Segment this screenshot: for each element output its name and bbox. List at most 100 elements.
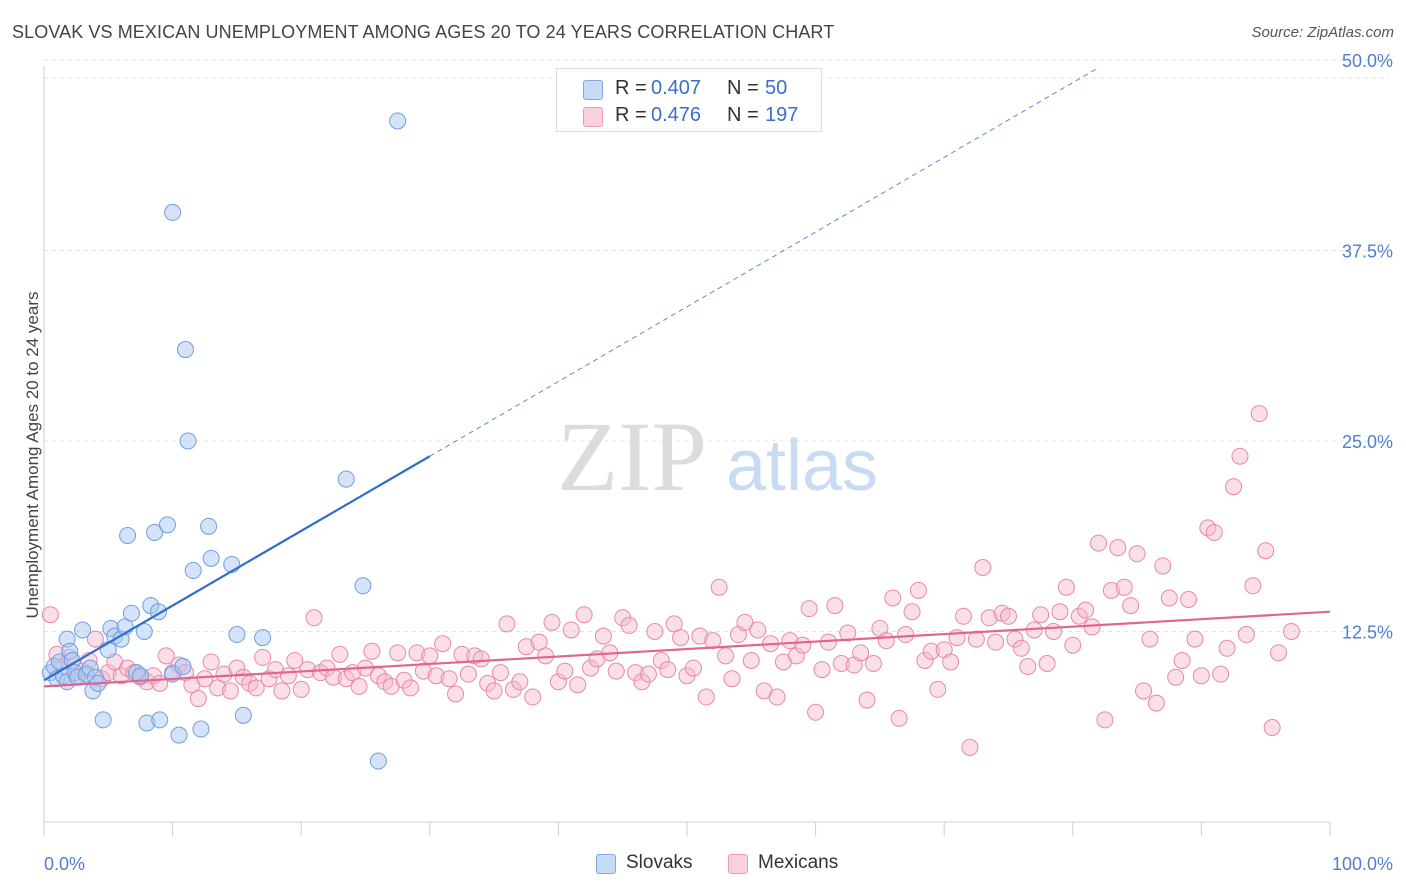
- slovak-point: [369, 752, 387, 770]
- mexican-point: [273, 682, 291, 700]
- mexican-point: [1173, 651, 1191, 669]
- slovak-point: [151, 711, 169, 729]
- mexican-point: [575, 606, 593, 624]
- mexican-point: [209, 679, 227, 697]
- mexican-point: [903, 603, 921, 621]
- slovak-point: [176, 341, 194, 359]
- slovak-swatch: [583, 80, 603, 100]
- mexican-point: [1064, 636, 1082, 654]
- mexican-point: [929, 680, 947, 698]
- mexican-point: [286, 651, 304, 669]
- slovak-legend-swatch: [596, 854, 616, 874]
- mexican-point: [1115, 578, 1133, 596]
- y-tick-label: 12.5%: [1342, 623, 1393, 643]
- mexican-point: [807, 703, 825, 721]
- mexican-point: [594, 627, 612, 645]
- legend-label-mexicans: Mexicans: [758, 852, 839, 873]
- mexican-point: [1096, 711, 1114, 729]
- mexican-point: [402, 679, 420, 697]
- mexican-point: [781, 632, 799, 650]
- mexican-point: [1237, 626, 1255, 644]
- mexican-point: [221, 682, 239, 700]
- mexican-point: [607, 662, 625, 680]
- slovak-point: [184, 562, 202, 580]
- mexican-point: [1180, 590, 1198, 608]
- mexican-point: [472, 650, 490, 668]
- mexican-point: [337, 670, 355, 688]
- legend-item-slovaks: Slovaks: [596, 852, 706, 876]
- watermark: ZIP atlas: [557, 401, 878, 512]
- mexican-point: [421, 647, 439, 665]
- gridlines: [44, 59, 1390, 632]
- legend-row-slovaks: R = 0.407 N = 50: [557, 75, 821, 103]
- r-label: R =: [615, 104, 647, 126]
- mexican-point: [768, 688, 786, 706]
- mexican-point: [234, 668, 252, 686]
- mexican-point: [1212, 665, 1230, 683]
- mexican-point: [980, 609, 998, 627]
- tick-labels: 12.5% 25.0% 37.5% 50.0% 0.0% 100.0%: [44, 51, 1393, 874]
- mexican-point: [543, 613, 561, 631]
- n-value: 197: [765, 104, 799, 126]
- mexican-point: [897, 626, 915, 644]
- r-value: 0.476: [651, 104, 702, 126]
- mexican-points: [41, 405, 1300, 756]
- y-tick-label: 25.0%: [1342, 432, 1393, 452]
- mexican-point: [389, 644, 407, 662]
- mexican-point: [974, 558, 992, 576]
- mexican-point: [787, 647, 805, 665]
- mexican-point: [562, 621, 580, 639]
- slovak-point: [228, 626, 246, 644]
- mexican-point: [794, 636, 812, 654]
- mexican-point: [1109, 539, 1127, 557]
- slovak-point: [234, 706, 252, 724]
- mexican-point: [839, 624, 857, 642]
- mexican-point: [1270, 644, 1288, 662]
- mexican-point: [440, 670, 458, 688]
- mexican-point: [684, 659, 702, 677]
- mexican-point: [1263, 719, 1281, 737]
- mexican-point: [639, 665, 657, 683]
- mexican-point: [1154, 557, 1172, 575]
- mexican-point: [1128, 545, 1146, 563]
- mexican-point: [922, 642, 940, 660]
- slovak-point: [122, 604, 140, 622]
- mexican-point: [672, 629, 690, 647]
- mexican-point: [485, 682, 503, 700]
- n-label: N =: [727, 77, 759, 99]
- mexican-point: [877, 632, 895, 650]
- mexican-point: [86, 630, 104, 648]
- r-label: R =: [615, 77, 647, 99]
- trend-lines: [43, 67, 1331, 688]
- mexican-point: [961, 738, 979, 756]
- mexican-point: [254, 648, 272, 666]
- mexican-legend-swatch: [728, 854, 748, 874]
- mexican-point: [1147, 694, 1165, 712]
- mexican-point: [1218, 639, 1236, 657]
- watermark-zip: ZIP: [557, 401, 707, 512]
- x-tick-label: 100.0%: [1332, 854, 1393, 874]
- mexican-point: [1006, 630, 1024, 648]
- mexican-point: [1160, 589, 1178, 607]
- mexican-point: [1282, 623, 1300, 640]
- mexican-point: [331, 645, 349, 663]
- mexican-point: [987, 633, 1005, 651]
- mexican-point: [665, 615, 683, 633]
- stats-legend: R = 0.407 N = 50 R = 0.476 N = 197: [556, 68, 822, 132]
- mexican-point: [1167, 668, 1185, 686]
- mexican-point: [652, 651, 670, 669]
- slovak-point: [354, 577, 372, 595]
- y-tick-label: 37.5%: [1342, 242, 1393, 262]
- mexican-point: [517, 638, 535, 656]
- mexican-point: [524, 688, 542, 706]
- mexican-point: [620, 616, 638, 634]
- mexican-point: [41, 606, 59, 624]
- mexican-point: [292, 680, 310, 698]
- mexican-point: [1135, 682, 1153, 700]
- mexican-point: [511, 673, 529, 691]
- y-tick-label: 50.0%: [1342, 51, 1393, 71]
- slovak-trend-extension: [429, 67, 1099, 457]
- legend-label-slovaks: Slovaks: [626, 852, 693, 873]
- mexican-point: [723, 670, 741, 688]
